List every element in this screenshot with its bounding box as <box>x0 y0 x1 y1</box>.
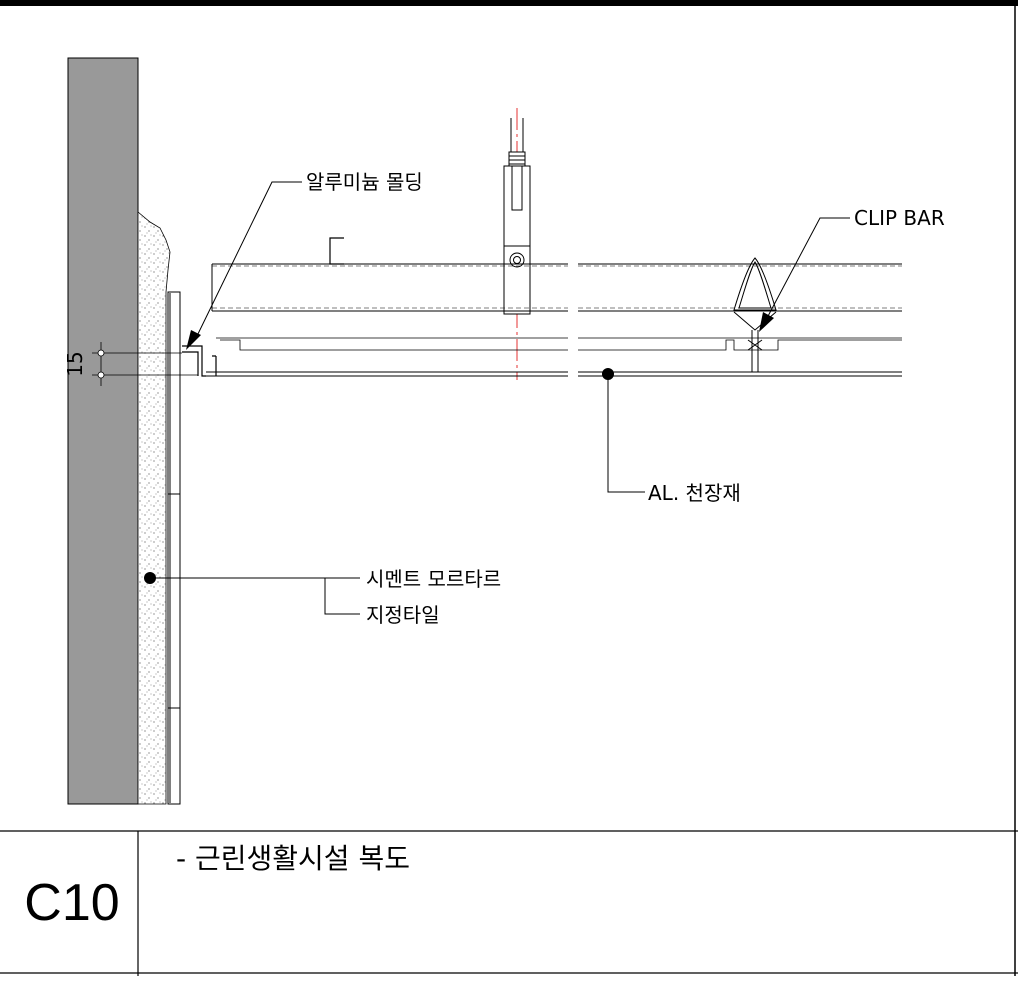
aluminum-molding <box>182 345 217 377</box>
ceiling-carrier <box>216 337 902 351</box>
carrying-channel <box>211 263 902 312</box>
label-al-ceiling: AL. 천장재 <box>648 481 741 505</box>
hanger-bolt <box>503 118 531 315</box>
clip-bar <box>733 257 777 372</box>
dimension-15 <box>92 342 198 386</box>
channel-section <box>329 237 344 265</box>
label-aluminum-molding: 알루미늄 몰딩 <box>306 170 423 194</box>
dimension-label: 15 <box>63 351 87 376</box>
leader-cement-mortar <box>144 572 360 615</box>
cement-mortar-layer <box>137 211 171 805</box>
al-ceiling-panel <box>206 371 902 377</box>
label-designated-tile: 지정타일 <box>366 603 440 627</box>
drawing-description: - 근린생활시설 복도 <box>176 842 410 875</box>
label-clip-bar: CLIP BAR <box>854 206 945 230</box>
leader-al-ceiling <box>602 368 645 493</box>
wall-tile <box>167 291 181 805</box>
leader-clip-bar <box>759 217 850 332</box>
label-cement-mortar: 시멘트 모르타르 <box>366 567 501 591</box>
leader-aluminum-molding <box>186 181 302 350</box>
drawing-code: C10 <box>24 874 119 932</box>
concrete-wall <box>67 57 139 805</box>
